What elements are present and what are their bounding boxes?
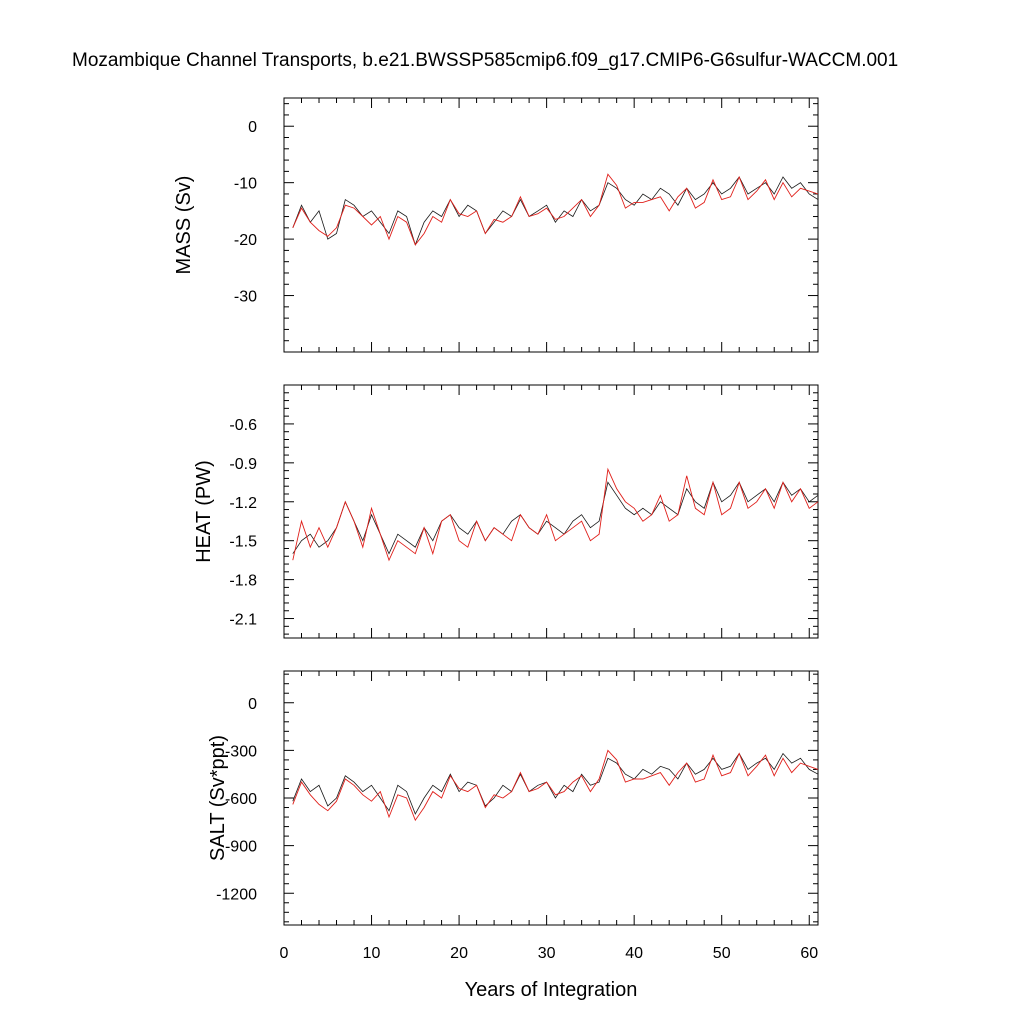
panel-frame [283,97,819,353]
panel-2: -0.6 -0.9 -1.2 -1.5 -1.8 -2.1 HEAT (PW) [193,384,819,639]
y-tick-label: -10 [234,176,257,193]
smoothed-line [292,467,819,562]
y-tick-label: -1.8 [229,573,257,590]
y-tick-label: -600 [225,791,257,808]
chart-title: Mozambique Channel Transports, b.e21.BWS… [72,50,898,71]
y-axis-label: HEAT (PW) [193,460,215,563]
x-tick-label: 10 [363,945,381,962]
x-tick-label: 30 [538,945,556,962]
y-tick-label: -900 [225,839,257,856]
y-tick-label: -1200 [216,886,257,903]
y-axis-label: MASS (Sv) [173,176,195,275]
y-tick-label: -0.9 [229,456,257,473]
series-line [292,176,819,247]
y-tick-label: -2.1 [229,612,257,629]
y-axis-label: SALT (Sv*ppt) [207,735,229,861]
smoothed-line [292,749,819,822]
y-tick-label: -0.6 [229,417,257,434]
y-tick-label: 0 [248,119,257,136]
panel-1: 0 -10 -20 -30 MASS (Sv) [173,97,819,353]
smoothed-line [292,173,819,246]
y-tick-label: -1.2 [229,495,257,512]
x-tick-label: 50 [713,945,731,962]
x-tick-label: 60 [800,945,818,962]
panel-frame [283,384,819,639]
x-tick-label: 0 [280,945,289,962]
panel-3: 0 -300 -600 -900 -1200 SALT (Sv*ppt) [207,670,819,926]
series-line [292,752,819,815]
y-tick-label: -30 [234,289,257,306]
series-line [292,481,819,555]
y-tick-label: -20 [234,232,257,249]
y-tick-label: -300 [225,743,257,760]
y-tick-label: 0 [248,696,257,713]
x-axis-label: Years of Integration [465,979,638,1001]
x-tick-label: 40 [625,945,643,962]
y-tick-label: -1.5 [229,534,257,551]
panel-frame [283,670,819,926]
x-tick-label: 20 [450,945,468,962]
